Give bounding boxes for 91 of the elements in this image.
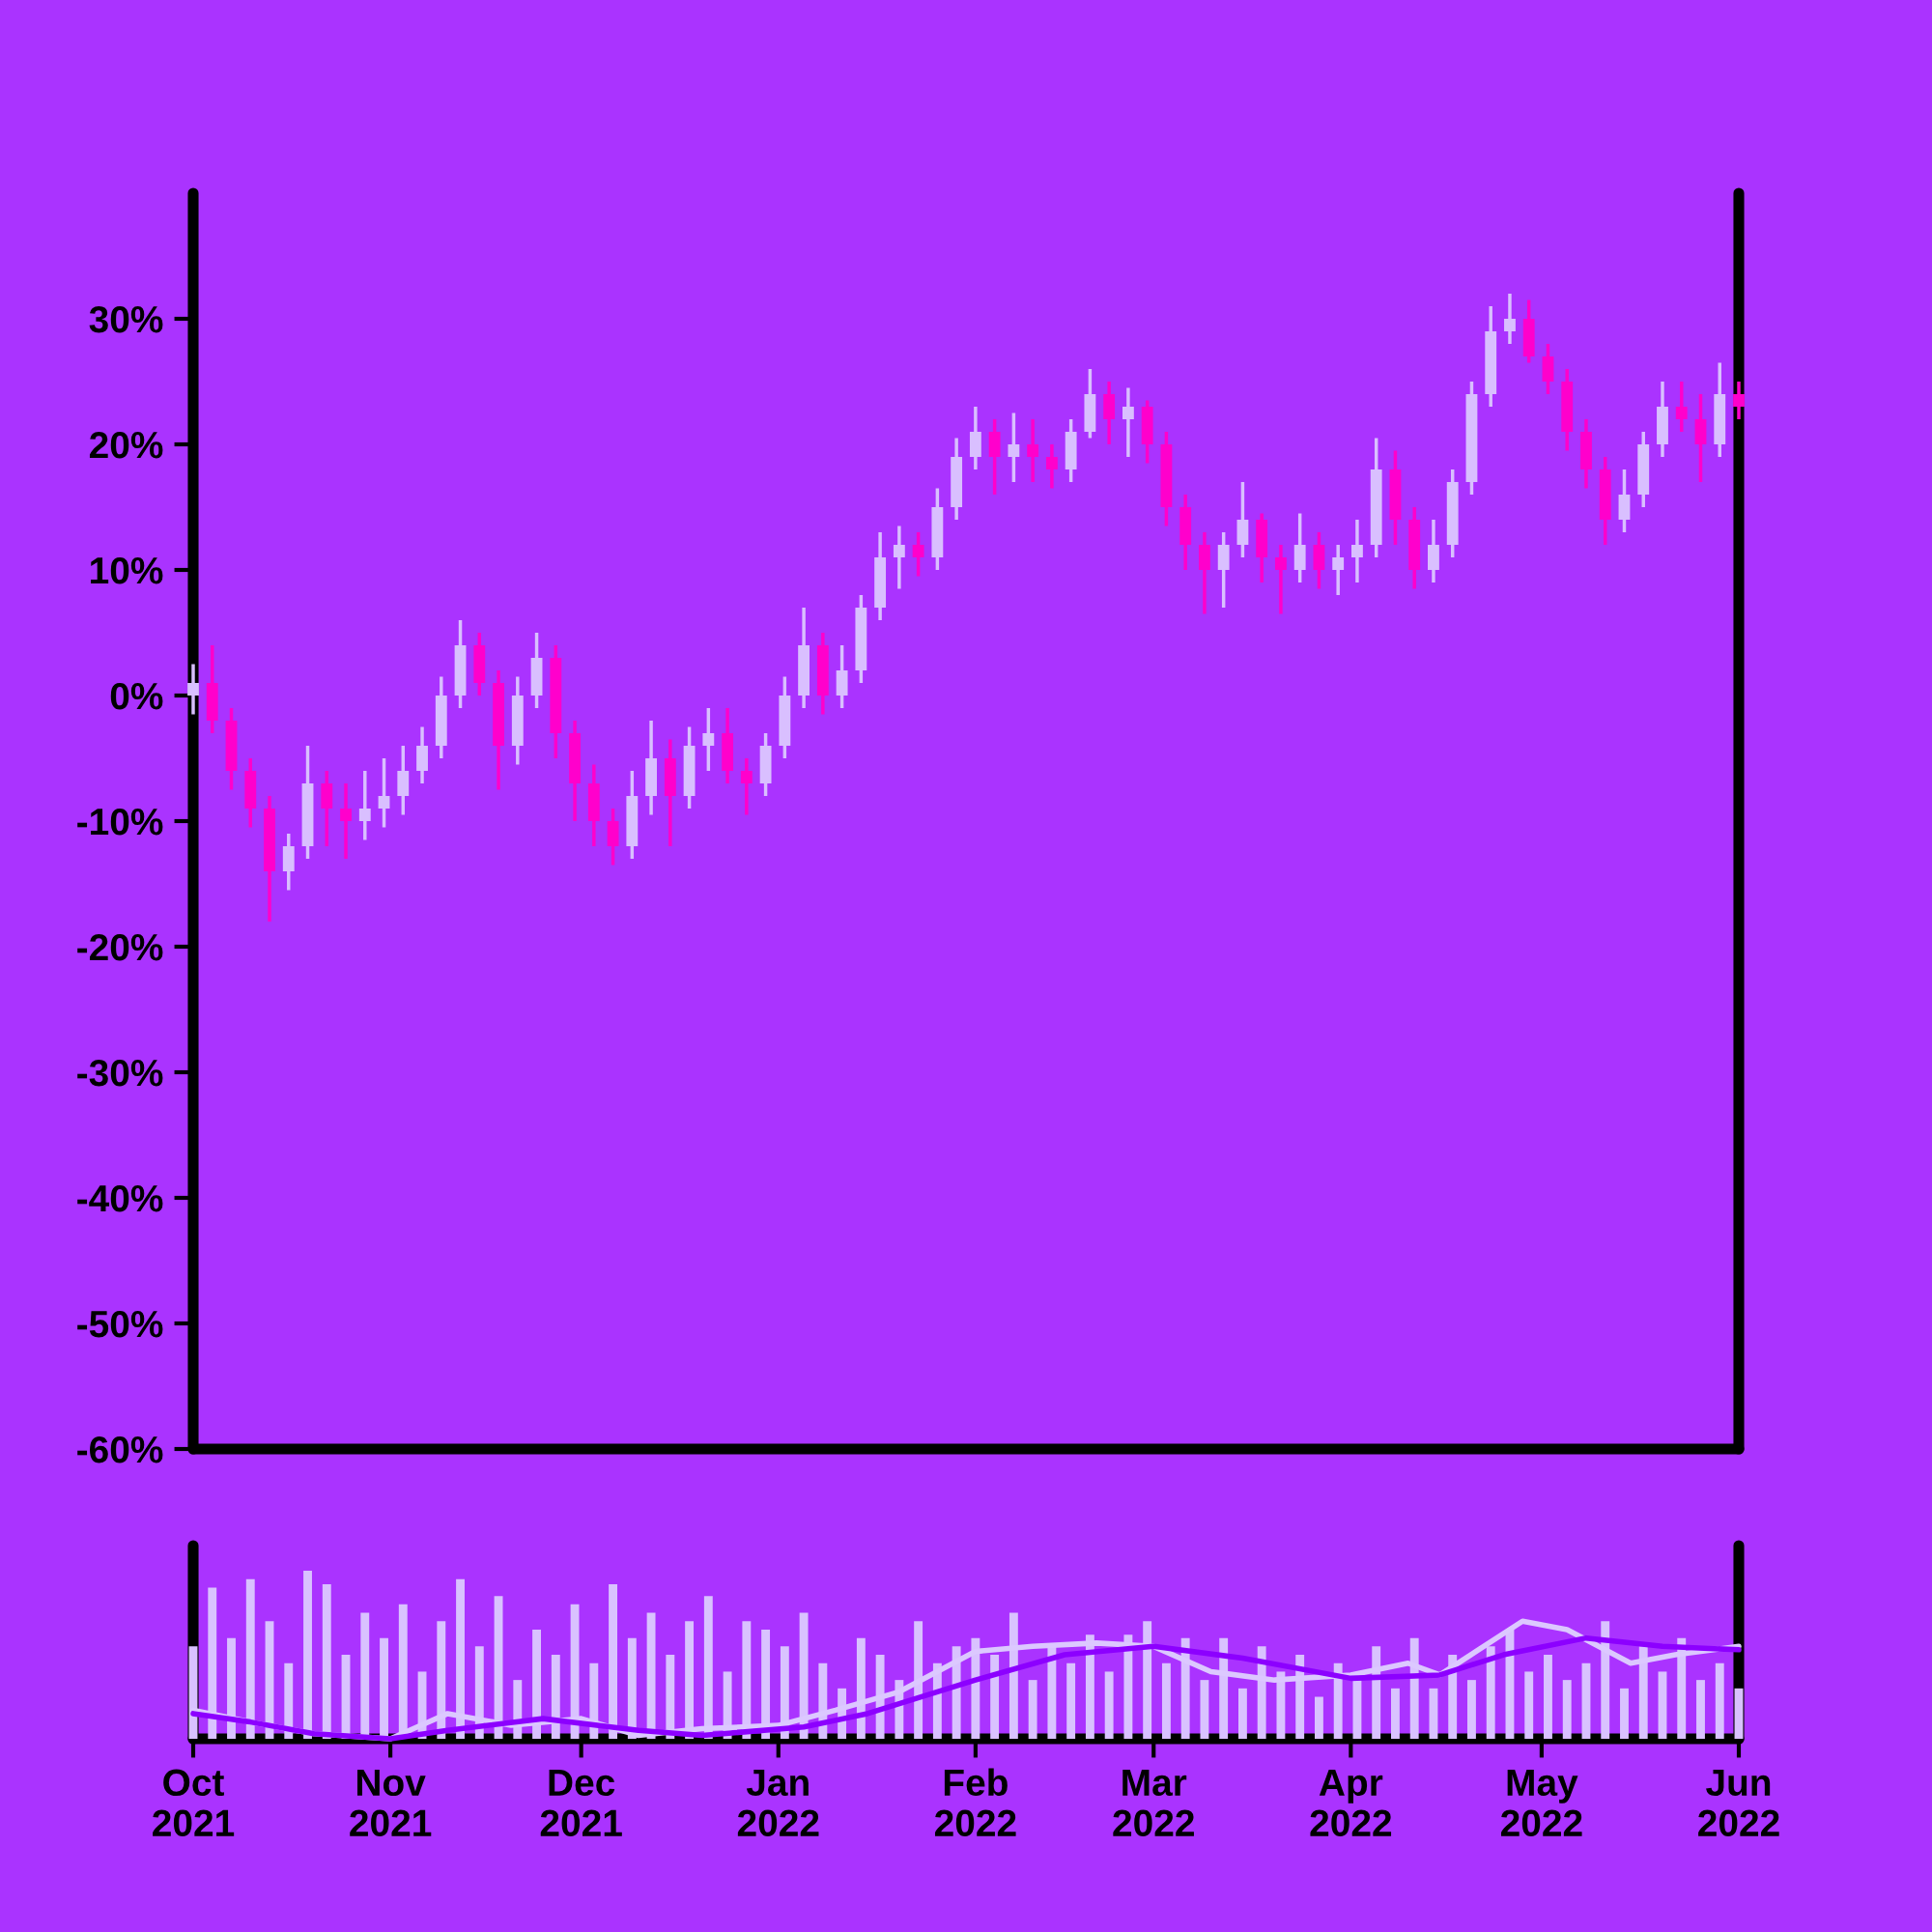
bar: [1143, 1621, 1152, 1739]
bar: [1276, 1671, 1286, 1739]
bar: [322, 1584, 331, 1739]
candlestick: [378, 758, 390, 828]
y-tick-label: -10%: [77, 808, 163, 836]
bar: [1047, 1646, 1057, 1739]
bar: [1524, 1671, 1534, 1739]
candlestick: [1504, 294, 1516, 344]
y-tick-label: -60%: [77, 1435, 163, 1463]
bar: [1314, 1696, 1323, 1739]
x-tick-label: Oct 2021: [153, 1769, 235, 1837]
x-tick-label: May 2022: [1500, 1769, 1582, 1837]
candlestick: [340, 783, 352, 859]
bar: [1333, 1662, 1343, 1739]
bar: [1715, 1662, 1724, 1739]
bar: [1237, 1688, 1247, 1739]
bar: [761, 1629, 771, 1739]
candlestick: [1351, 520, 1363, 582]
y-tick-label: 20%: [89, 431, 163, 459]
bar: [1429, 1688, 1438, 1739]
bar: [1028, 1680, 1037, 1739]
y-tick-label: 30%: [89, 305, 163, 333]
bar: [1601, 1621, 1610, 1739]
candlestick: [702, 708, 715, 771]
bar: [532, 1629, 541, 1739]
x-tick-label: Mar 2022: [1113, 1769, 1194, 1837]
candlestick: [740, 758, 753, 815]
candlestick: [1027, 419, 1039, 482]
bar: [474, 1646, 484, 1739]
bar: [666, 1655, 675, 1739]
bar: [914, 1621, 923, 1739]
candlestick: [893, 526, 905, 589]
bar: [1257, 1646, 1266, 1739]
bar: [1658, 1671, 1667, 1739]
x-tick-label: Dec 2021: [540, 1769, 622, 1837]
bar: [1734, 1688, 1744, 1739]
candlestick: [1008, 412, 1020, 482]
y-tick-label: 0%: [110, 682, 163, 710]
bar: [1352, 1680, 1362, 1739]
bar: [685, 1621, 695, 1739]
bar: [551, 1655, 560, 1739]
candlestick: [1675, 382, 1688, 432]
bar: [1123, 1634, 1133, 1739]
bar: [1180, 1637, 1190, 1739]
y-tick-label: 10%: [91, 556, 163, 584]
candlestick: [1122, 387, 1134, 457]
bar: [303, 1571, 312, 1739]
x-tick-label: Apr 2022: [1310, 1769, 1392, 1837]
bar: [284, 1662, 294, 1739]
bar: [1085, 1634, 1094, 1739]
bar: [1104, 1671, 1114, 1739]
bar: [1219, 1637, 1229, 1739]
y-tick-label: -20%: [77, 933, 163, 961]
bar: [1581, 1662, 1591, 1739]
candlestick: [912, 532, 924, 577]
x-tick-label: Feb 2022: [934, 1768, 1016, 1837]
bar: [437, 1621, 446, 1739]
bar: [1638, 1646, 1648, 1739]
bar: [1066, 1662, 1076, 1739]
bar: [1391, 1688, 1400, 1739]
bar: [1467, 1680, 1476, 1739]
bar: [1544, 1655, 1552, 1739]
bar: [856, 1637, 866, 1739]
candlestick: [1733, 382, 1745, 419]
bar: [1620, 1688, 1629, 1739]
y-tick-label: -40%: [77, 1184, 163, 1212]
y-tick-label: -30%: [77, 1059, 163, 1087]
candlestick: [187, 664, 199, 715]
bar: [1696, 1680, 1705, 1739]
candlestick: [358, 771, 371, 840]
bar: [1486, 1646, 1495, 1739]
bar: [380, 1637, 388, 1739]
bar: [1677, 1637, 1687, 1739]
y-tick-label: -50%: [77, 1310, 163, 1338]
bar: [1372, 1646, 1381, 1739]
bar: [627, 1637, 637, 1739]
bar: [742, 1621, 752, 1739]
x-tick-label: Nov 2021: [350, 1769, 432, 1837]
bar: [780, 1646, 789, 1739]
candlestick: [1045, 444, 1058, 489]
bar: [990, 1655, 1000, 1739]
bar: [589, 1662, 599, 1739]
bar: [227, 1637, 236, 1739]
x-tick-label: Jun 2022: [1698, 1769, 1779, 1837]
bar: [1200, 1680, 1209, 1739]
bar: [1161, 1662, 1171, 1739]
x-tick-label: Jan 2022: [737, 1769, 819, 1837]
candlestick: [1275, 545, 1287, 614]
bar: [1562, 1680, 1572, 1739]
candlestick: [1332, 545, 1345, 595]
bar: [971, 1637, 980, 1739]
